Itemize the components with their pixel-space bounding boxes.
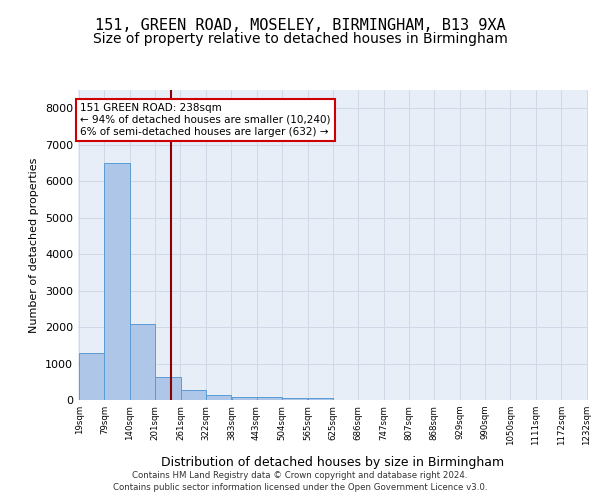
Text: 151, GREEN ROAD, MOSELEY, BIRMINGHAM, B13 9XA: 151, GREEN ROAD, MOSELEY, BIRMINGHAM, B1… (95, 18, 505, 32)
Bar (257, 398, 282, 400)
X-axis label: Distribution of detached houses by size in Birmingham: Distribution of detached houses by size … (161, 456, 505, 469)
Bar (79, 352, 104, 400)
Text: Contains HM Land Registry data © Crown copyright and database right 2024.: Contains HM Land Registry data © Crown c… (132, 471, 468, 480)
Y-axis label: Number of detached properties: Number of detached properties (29, 158, 40, 332)
Bar (282, 398, 307, 400)
Bar (104, 163, 130, 400)
Bar (308, 398, 333, 400)
Bar (130, 324, 155, 400)
Bar (232, 396, 257, 400)
Text: Size of property relative to detached houses in Birmingham: Size of property relative to detached ho… (92, 32, 508, 46)
Bar (206, 394, 232, 400)
Text: Contains public sector information licensed under the Open Government Licence v3: Contains public sector information licen… (113, 484, 487, 492)
Bar (181, 390, 206, 400)
Bar (155, 376, 181, 400)
Text: 151 GREEN ROAD: 238sqm
← 94% of detached houses are smaller (10,240)
6% of semi-: 151 GREEN ROAD: 238sqm ← 94% of detached… (80, 104, 331, 136)
